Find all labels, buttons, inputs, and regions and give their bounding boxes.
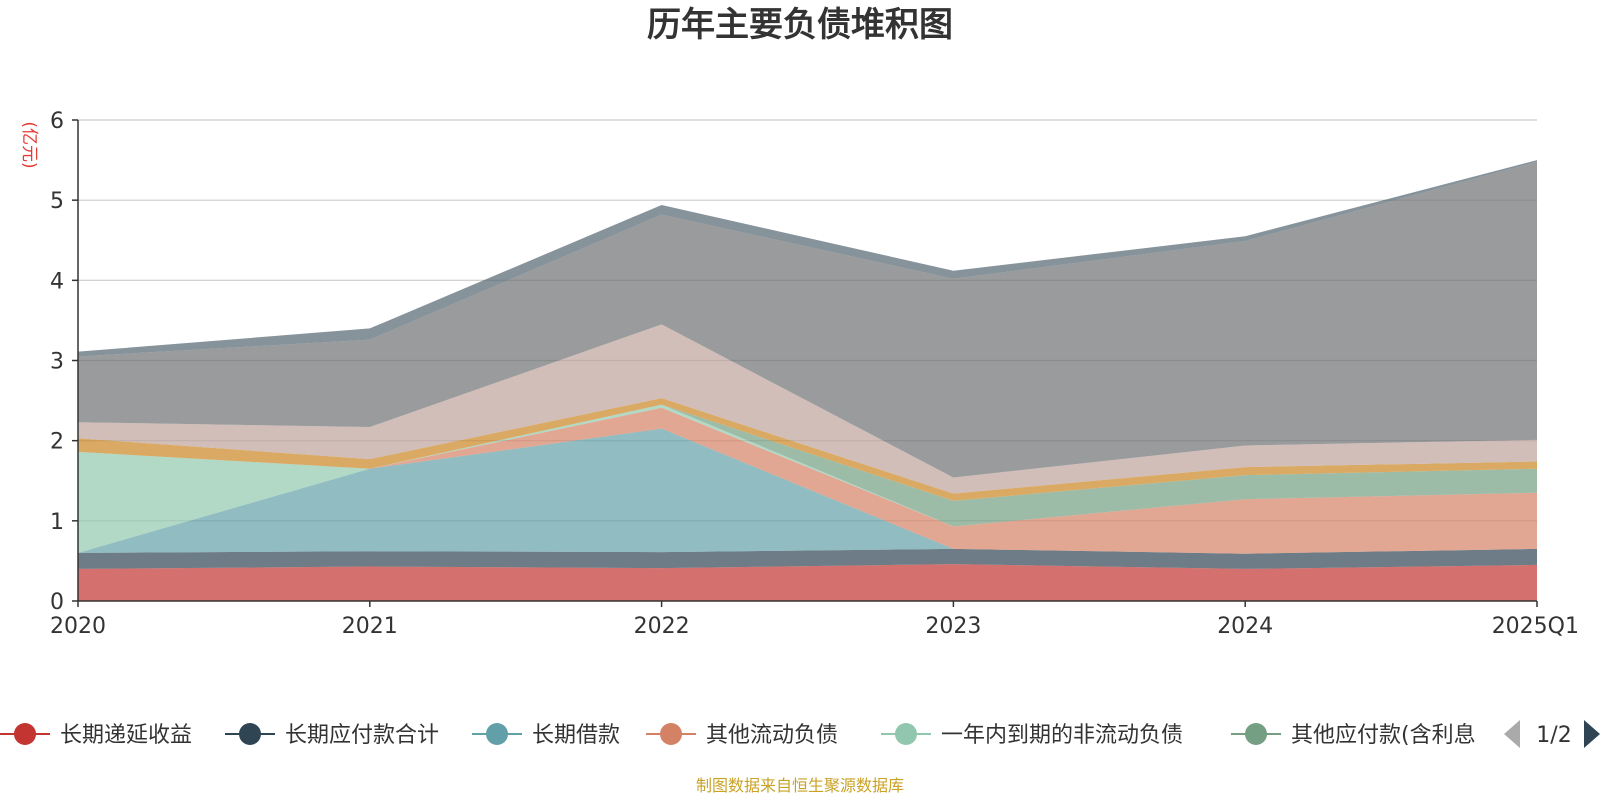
y-tick-label: 1 [50, 510, 64, 535]
legend-marker [1245, 723, 1267, 745]
area-series-8 [78, 324, 1537, 494]
y-tick-label: 6 [50, 109, 64, 134]
y-tick-label: 0 [50, 590, 64, 615]
legend-prev-page-icon[interactable] [1504, 720, 1520, 748]
legend-marker [486, 723, 508, 745]
legend-marker [239, 723, 261, 745]
y-tick-label: 4 [50, 269, 64, 294]
x-tick-label: 2020 [50, 614, 106, 639]
legend-marker [895, 723, 917, 745]
area-series-1 [78, 564, 1537, 601]
legend-label: 其他流动负债 [706, 723, 838, 748]
area-series-9 [78, 161, 1537, 478]
area-series-10 [78, 160, 1537, 357]
x-tick-label: 2021 [342, 614, 398, 639]
legend-item[interactable]: 一年内到期的非流动负债 [881, 723, 1183, 748]
legend-label: 长期应付款合计 [285, 723, 439, 748]
x-tick-label: 2022 [634, 614, 690, 639]
x-tick-label: 2025Q1 [1492, 614, 1579, 639]
x-tick-label: 2023 [925, 614, 981, 639]
y-tick-label: 2 [50, 430, 64, 455]
y-axis-unit-label: (亿元) [19, 121, 39, 168]
legend-label: 一年内到期的非流动负债 [941, 723, 1183, 748]
legend-page-indicator: 1/2 [1536, 723, 1571, 748]
legend-next-page-icon[interactable] [1584, 720, 1600, 748]
legend-label: 其他应付款(含利息 [1291, 723, 1476, 748]
axes: 0 1 2 3 4 5 6 2020 2021 2022 2023 2024 2025Q1 [50, 109, 1579, 639]
y-tick-label: 3 [50, 350, 64, 375]
legend[interactable]: 长期递延收益 长期应付款合计 长期借款 其他流动负债 一年内到期的非流动负债 其他应付款(… [0, 720, 1600, 748]
legend-marker [14, 723, 36, 745]
legend-item[interactable]: 长期应付款合计 [225, 723, 439, 748]
area-series-2 [78, 548, 1537, 569]
source-note: 制图数据来自恒生聚源数据库 [696, 776, 904, 795]
area-series-4 [78, 407, 1537, 554]
legend-label: 长期递延收益 [60, 723, 192, 748]
area-series-3 [78, 428, 1537, 554]
area-series-7 [78, 398, 1537, 501]
legend-label: 长期借款 [532, 723, 620, 748]
legend-item[interactable]: 其他应付款(含利息 [1231, 723, 1476, 748]
area-series-6 [78, 404, 1537, 527]
chart-title: 历年主要负债堆积图 [647, 5, 953, 45]
legend-item[interactable]: 长期借款 [472, 723, 620, 748]
x-tick-label: 2024 [1217, 614, 1273, 639]
area-series-group [78, 160, 1537, 601]
legend-item[interactable]: 长期递延收益 [0, 723, 192, 748]
y-tick-label: 5 [50, 189, 64, 214]
legend-item[interactable]: 其他流动负债 [646, 723, 838, 748]
legend-marker [660, 723, 682, 745]
